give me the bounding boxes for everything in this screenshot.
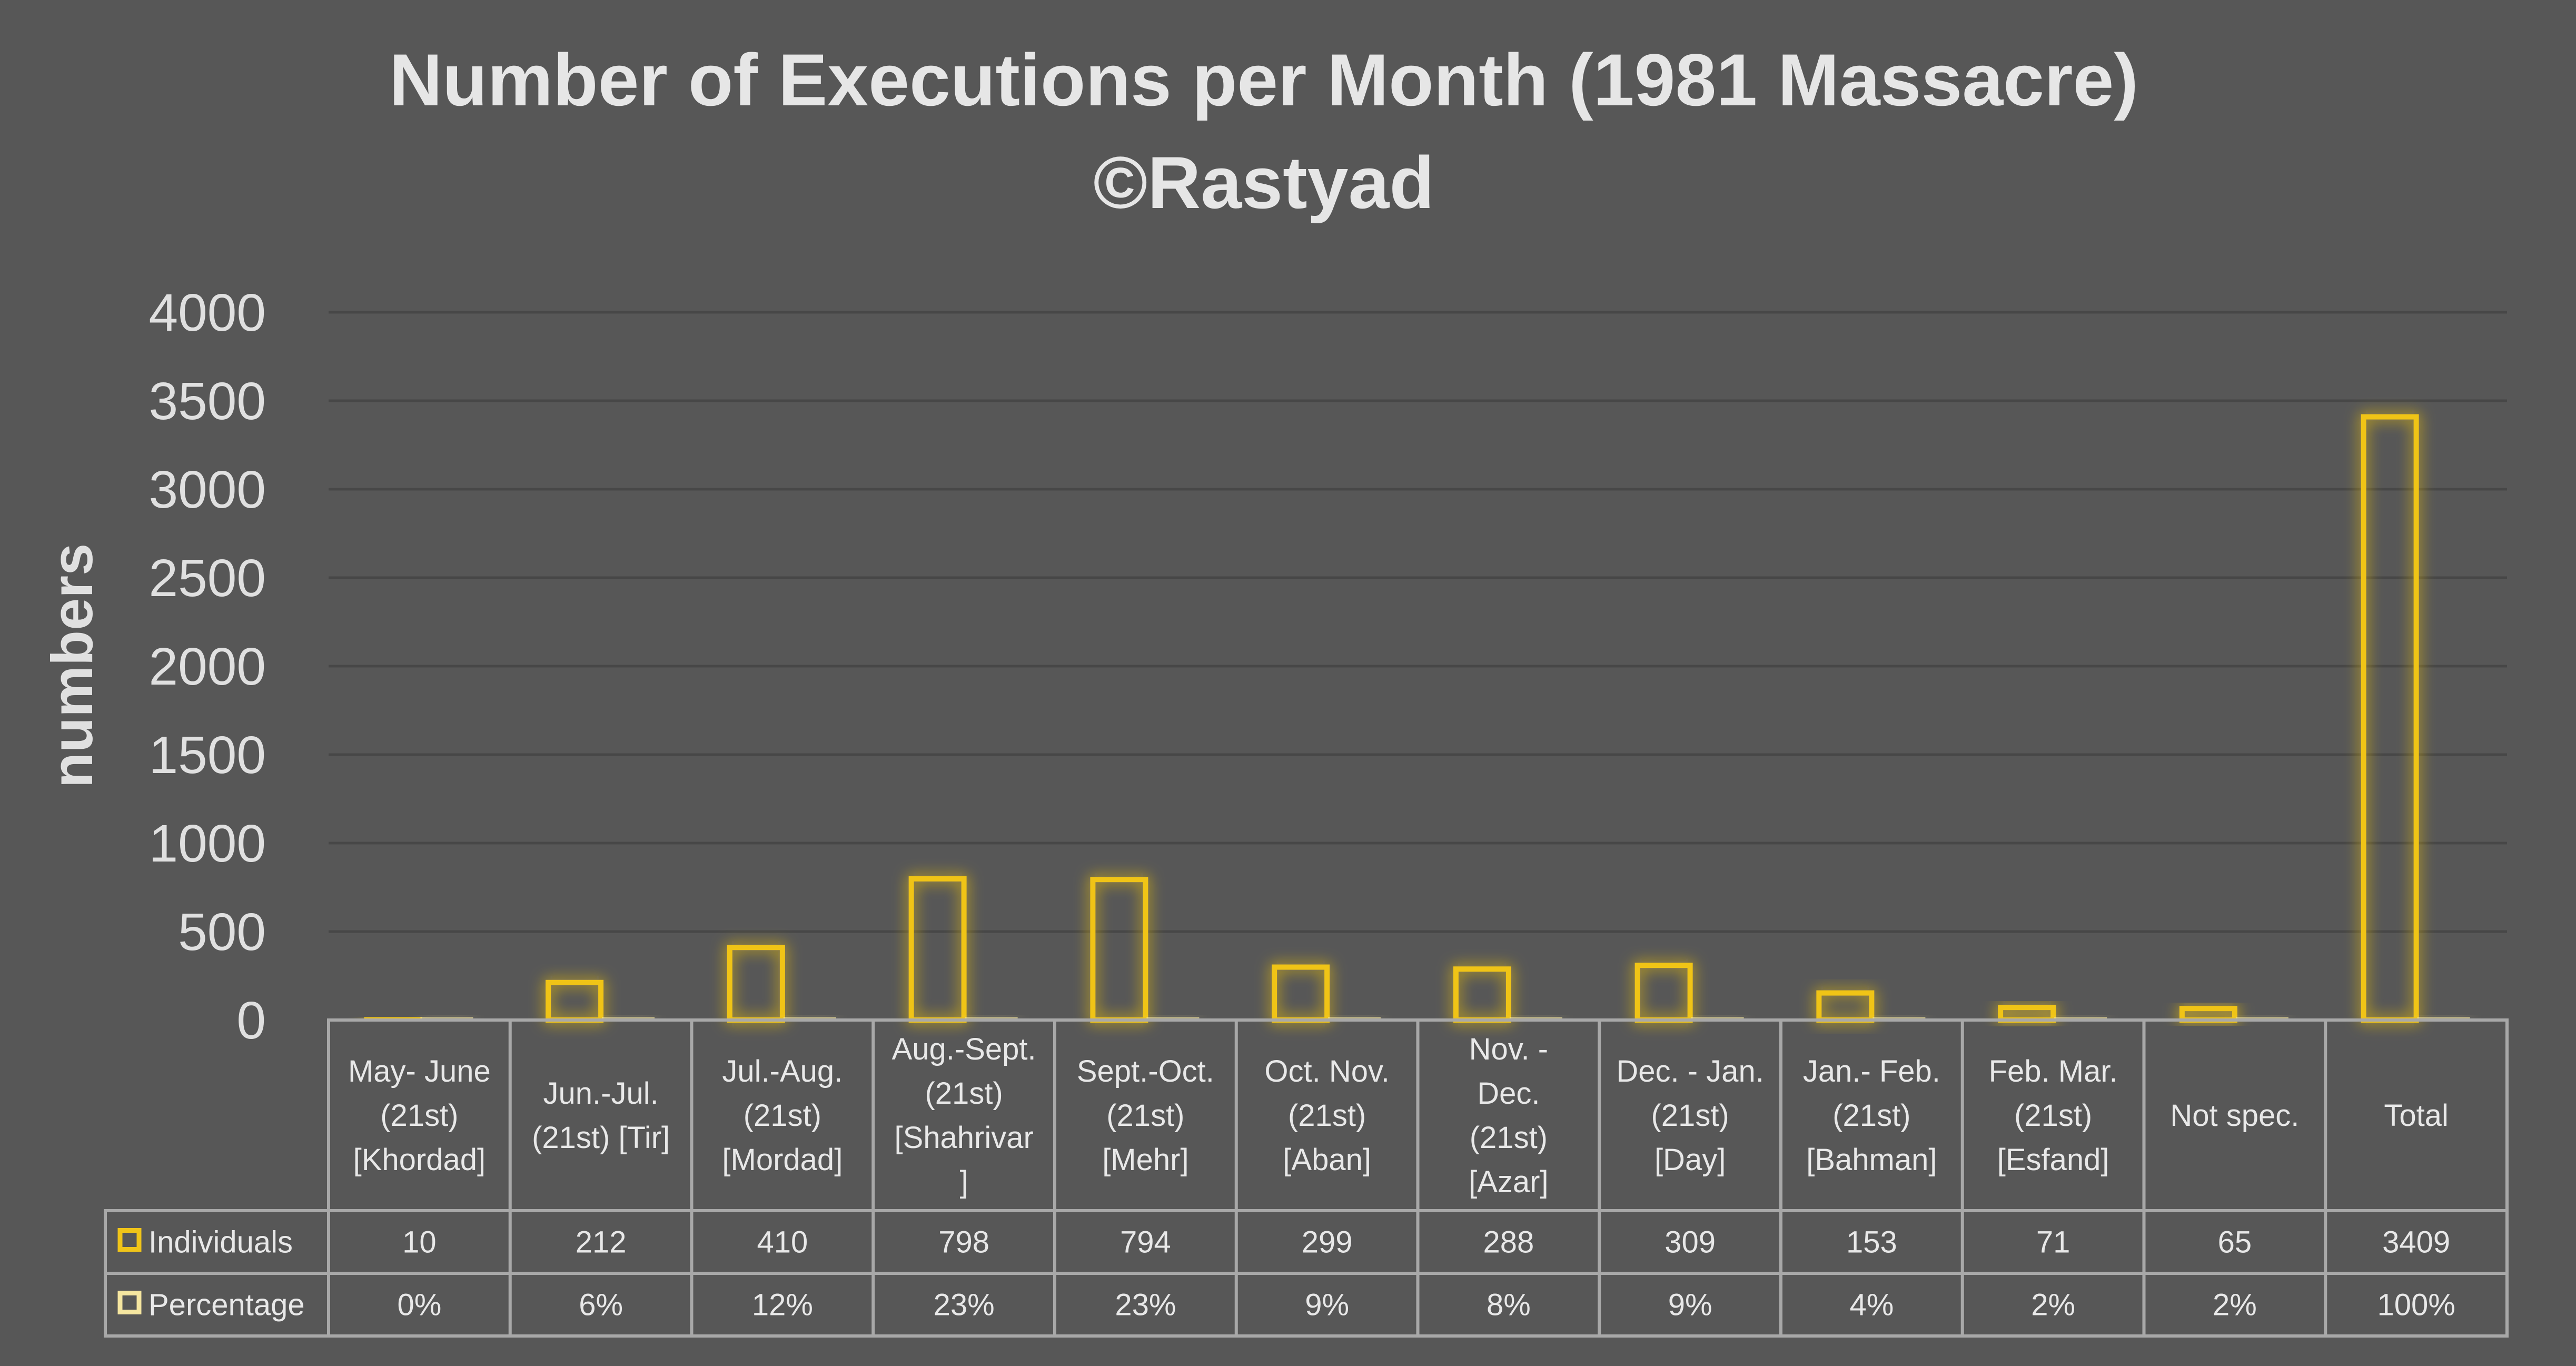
category-label: (21st) xyxy=(744,1098,821,1133)
category-label: [Bahman] xyxy=(1806,1143,1937,1177)
legend-label: Percentage xyxy=(148,1288,305,1322)
data-value: 100% xyxy=(2377,1288,2455,1322)
legend-label: Individuals xyxy=(148,1225,293,1260)
chart-title: Number of Executions per Month (1981 Mas… xyxy=(389,38,2138,121)
bar-individuals xyxy=(1090,877,1148,1023)
y-tick-label: 2000 xyxy=(149,637,266,696)
data-value: 71 xyxy=(2036,1225,2070,1260)
y-tick-label: 500 xyxy=(178,903,266,962)
category-label: Jan.- Feb. xyxy=(1803,1054,1940,1088)
y-axis-label: numbers xyxy=(40,543,105,788)
category-label: (21st) xyxy=(1651,1098,1729,1133)
data-value: 23% xyxy=(934,1288,995,1322)
y-tick-label: 2500 xyxy=(149,549,266,608)
y-tick-label: 4000 xyxy=(149,283,266,342)
bar-individuals xyxy=(1453,966,1511,1023)
data-value: 4% xyxy=(1849,1288,1894,1322)
category-label: [Esfand] xyxy=(1997,1143,2109,1177)
data-value: 299 xyxy=(1302,1225,1353,1260)
category-label: (21st) xyxy=(380,1098,458,1133)
category-label: (21st) xyxy=(2014,1098,2092,1133)
y-tick-label: 1500 xyxy=(149,726,266,785)
category-label: (21st) xyxy=(1832,1098,1910,1133)
category-label: (21st) [Tir] xyxy=(532,1121,670,1155)
category-label: Jul.-Aug. xyxy=(722,1054,843,1088)
data-value: 6% xyxy=(579,1288,623,1322)
category-label: Dec. xyxy=(1477,1076,1540,1111)
category-label: Jun.-Jul. xyxy=(543,1076,659,1111)
bar-individuals xyxy=(2179,1006,2237,1023)
y-tick-label: 3000 xyxy=(149,460,266,519)
data-value: 8% xyxy=(1487,1288,1531,1322)
data-value: 0% xyxy=(397,1288,441,1322)
category-label: Dec. - Jan. xyxy=(1616,1054,1763,1088)
category-label: [Shahrivar xyxy=(894,1121,1033,1155)
data-value: 798 xyxy=(938,1225,989,1260)
category-label: (21st) xyxy=(1470,1121,1548,1155)
data-value: 794 xyxy=(1120,1225,1171,1260)
category-label: [Mehr] xyxy=(1102,1143,1188,1177)
category-label: Aug.-Sept. xyxy=(892,1032,1036,1066)
bar-individuals xyxy=(727,945,785,1023)
bar-individuals xyxy=(1816,990,1875,1023)
bar-individuals xyxy=(1634,963,1693,1023)
category-label: Total xyxy=(2384,1098,2449,1133)
legend-swatch-icon xyxy=(117,1228,142,1252)
bar-individuals xyxy=(2361,414,2419,1023)
data-value: 9% xyxy=(1668,1288,1712,1322)
data-value: 2% xyxy=(2213,1288,2257,1322)
category-label: May- June xyxy=(348,1054,491,1088)
bar-individuals xyxy=(1998,1005,2056,1023)
data-value: 12% xyxy=(752,1288,813,1322)
bar-individuals xyxy=(1272,964,1330,1023)
data-value: 65 xyxy=(2218,1225,2252,1260)
category-label: [Mordad] xyxy=(722,1143,843,1177)
category-label: (21st) xyxy=(925,1076,1003,1111)
bar-individuals xyxy=(908,876,967,1023)
data-value: 10 xyxy=(402,1225,437,1260)
data-value: 2% xyxy=(2031,1288,2075,1322)
data-value: 3409 xyxy=(2382,1225,2450,1260)
category-label: Not spec. xyxy=(2170,1098,2299,1133)
data-value: 410 xyxy=(757,1225,808,1260)
y-tick-label: 3500 xyxy=(149,372,266,431)
legend-swatch-icon xyxy=(117,1291,142,1314)
category-label: ] xyxy=(960,1165,968,1199)
data-value: 212 xyxy=(576,1225,627,1260)
category-label: Feb. Mar. xyxy=(1989,1054,2118,1088)
data-value: 309 xyxy=(1665,1225,1716,1260)
category-label: (21st) xyxy=(1288,1098,1366,1133)
chart-subtitle: ©Rastyad xyxy=(1093,141,1434,224)
data-value: 153 xyxy=(1846,1225,1897,1260)
data-value: 9% xyxy=(1305,1288,1349,1322)
category-label: (21st) xyxy=(1106,1098,1184,1133)
bar-individuals xyxy=(546,979,604,1023)
category-label: Nov. - xyxy=(1469,1032,1548,1066)
category-label: Oct. Nov. xyxy=(1264,1054,1389,1088)
category-label: [Aban] xyxy=(1283,1143,1371,1177)
category-label: [Day] xyxy=(1654,1143,1726,1177)
y-tick-label: 1000 xyxy=(149,814,266,873)
data-value: 23% xyxy=(1115,1288,1176,1322)
category-label: Sept.-Oct. xyxy=(1077,1054,1214,1088)
y-tick-label: 0 xyxy=(236,991,266,1050)
category-label: [Azar] xyxy=(1469,1165,1549,1199)
data-value: 288 xyxy=(1483,1225,1534,1260)
category-label: [Khordad] xyxy=(353,1143,486,1177)
